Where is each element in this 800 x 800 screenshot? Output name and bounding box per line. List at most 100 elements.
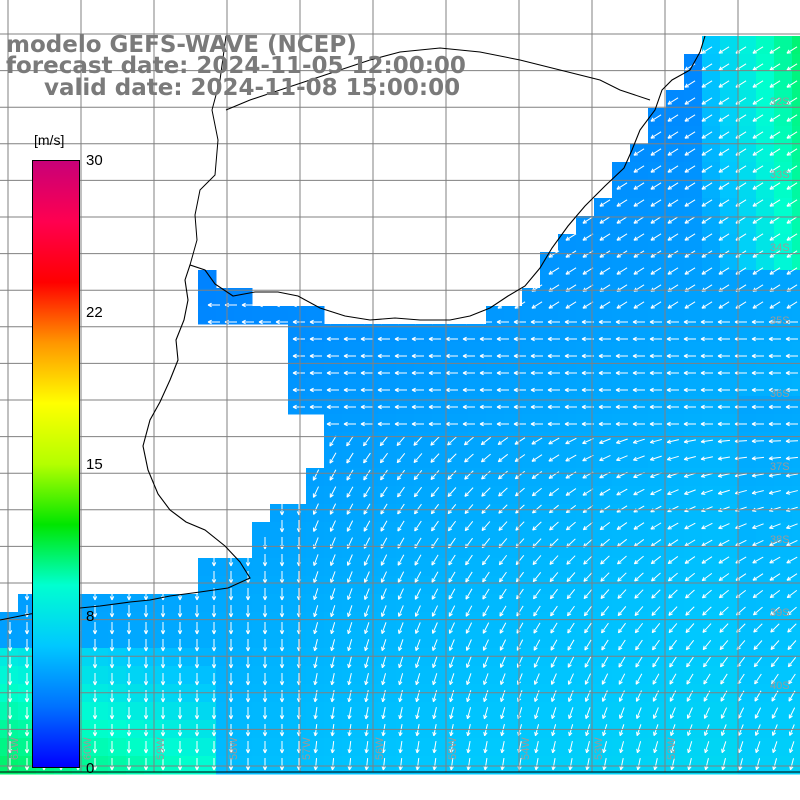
wind-arrow [398,690,403,703]
wind-speed-cell [360,468,379,487]
wind-speed-cell [450,756,469,775]
wind-arrow [513,421,526,427]
wind-speed-cell [648,126,667,145]
wind-speed-cell [234,612,253,631]
wind-arrow [479,370,492,376]
wind-arrow [381,639,387,652]
wind-arrow [430,470,440,480]
wind-arrow [228,690,234,703]
wind-arrow [565,301,577,309]
wind-speed-cell [378,558,397,577]
wind-arrow [785,387,798,393]
lat-label: 35S [770,315,790,327]
wind-arrow [482,656,489,668]
wind-speed-cell [378,594,397,613]
lat-label: 32S [770,96,790,108]
wind-arrow [617,606,627,617]
wind-speed-cell [162,594,181,613]
wind-arrow [666,421,679,427]
wind-speed-cell [360,612,379,631]
wind-speed-cell [720,162,739,181]
wind-arrow [466,741,471,754]
wind-speed-cell [324,450,343,469]
wind-arrow [245,605,251,618]
wind-arrow [463,436,474,446]
wind-arrow [431,554,439,566]
wind-speed-cell [594,216,613,235]
wind-arrow [347,622,353,635]
wind-arrow [649,438,662,444]
wind-speed-cell [738,540,757,559]
wind-arrow [313,588,319,601]
wind-arrow [700,370,713,376]
wind-arrow [752,131,764,139]
wind-speed-cell [630,414,649,433]
wind-speed-cell [648,468,667,487]
wind-arrow [109,758,115,771]
wind-arrow [618,639,626,651]
wind-arrow [346,503,354,515]
wind-speed-cell [666,180,685,199]
wind-arrow [769,556,781,564]
wind-arrow [330,622,336,635]
wind-speed-cell [306,342,325,361]
wind-speed-cell [252,738,271,757]
wind-speed-cell [522,360,541,379]
wind-speed-cell [594,306,613,325]
wind-arrow [126,690,132,703]
colorbar-tick-8: 8 [86,608,95,625]
wind-speed-cell [252,540,271,559]
wind-arrow [109,673,115,686]
wind-arrow [364,757,369,771]
wind-arrow [652,673,660,685]
wind-arrow [449,656,455,668]
wind-arrow [414,520,422,532]
wind-speed-cell [540,342,559,361]
wind-speed-cell [288,540,307,559]
wind-speed-cell [684,270,703,289]
wind-arrow [411,336,424,342]
wind-arrow [343,336,356,342]
wind-speed-cell [414,576,433,595]
wind-speed-cell [414,450,433,469]
wind-speed-cell [756,360,775,379]
wind-speed-cell [324,342,343,361]
wind-speed-cell [378,576,397,595]
wind-arrow [279,639,285,652]
wind-arrow [600,589,610,599]
wind-speed-cell [648,756,667,775]
wind-arrow [245,690,251,703]
wind-speed-cell [648,576,667,595]
wind-speed-cell [756,756,775,775]
wind-speed-cell [738,558,757,577]
wind-arrow [633,148,645,156]
wind-speed-cell [468,504,487,523]
wind-speed-cell [378,648,397,667]
wind-arrow [394,370,407,376]
wind-speed-cell [684,378,703,397]
wind-speed-cell [378,702,397,721]
wind-speed-cell [252,306,271,325]
wind-speed-cell [432,360,451,379]
wind-speed-cell [594,756,613,775]
wind-arrow [770,640,780,650]
wind-arrow [585,741,590,754]
wind-speed-cell [360,450,379,469]
wind-arrow [413,486,423,498]
wind-arrow [617,622,626,634]
wind-speed-cell [396,396,415,415]
wind-arrow [717,456,730,461]
wind-speed-cell [720,360,739,379]
wind-speed-cell [270,648,289,667]
wind-arrow [92,588,98,601]
wind-arrow [445,319,458,325]
wind-arrow [786,199,798,207]
wind-arrow [312,486,320,498]
wind-speed-cell [108,630,127,649]
wind-arrow [633,267,645,275]
wind-speed-cell [630,522,649,541]
wind-arrow [547,421,560,427]
wind-speed-cell [432,450,451,469]
wind-speed-cell [360,756,379,775]
